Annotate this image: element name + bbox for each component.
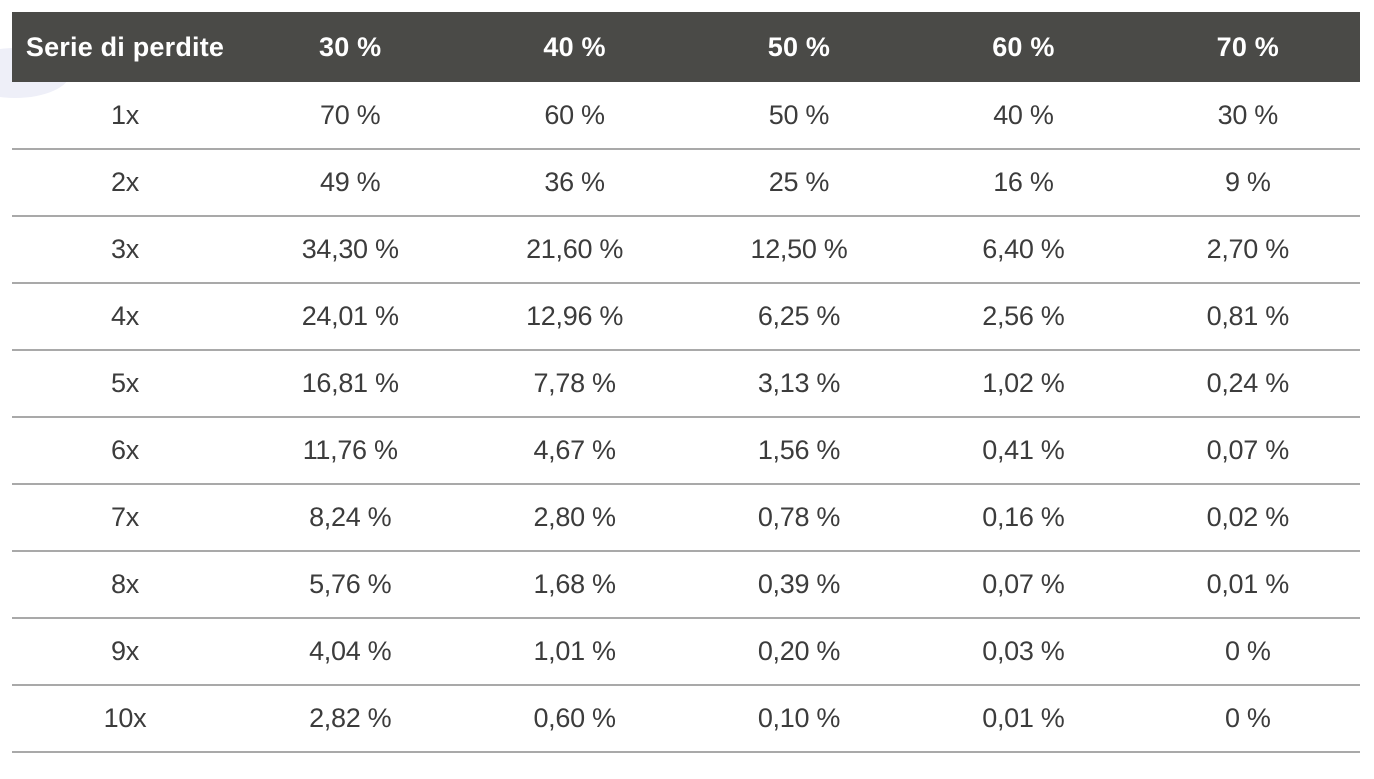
table-row: 3x 34,30 % 21,60 % 12,50 % 6,40 % 2,70 %	[12, 216, 1360, 284]
header-cell-60: 60 %	[992, 31, 1055, 62]
table-row: 5x 16,81 % 7,78 % 3,13 % 1,02 % 0,24 %	[12, 350, 1360, 418]
table-cell-60: 0,01 %	[911, 685, 1136, 753]
loss-series-table: Serie di perdite 30 % 40 % 50 % 60 % 70 …	[12, 12, 1360, 753]
table-cell-40: 21,60 %	[462, 216, 687, 284]
table-cell-60: 0,03 %	[911, 618, 1136, 686]
table-body: 1x 70 % 60 % 50 % 40 % 30 % 2x 49 % 36 % 25 % 16 %…	[12, 82, 1360, 753]
table-cell-50: 50 %	[686, 82, 912, 150]
table-cell-30: 70 %	[238, 82, 463, 150]
table-cell-40: 7,78 %	[462, 350, 687, 418]
table-cell-40: 36 %	[462, 149, 687, 217]
table-cell-60: 1,02 %	[911, 350, 1136, 418]
table-cell-70: 0 %	[1135, 685, 1360, 753]
table-cell-series: 9x	[12, 618, 238, 686]
table-cell-70: 9 %	[1135, 149, 1360, 217]
table-row: 8x 5,76 % 1,68 % 0,39 % 0,07 % 0,01 %	[12, 551, 1360, 619]
table-cell-70: 0,01 %	[1135, 551, 1360, 619]
table-cell-40: 2,80 %	[462, 484, 687, 552]
table-cell-50: 0,20 %	[686, 618, 912, 686]
table-cell-series: 8x	[12, 551, 238, 619]
table-cell-30: 24,01 %	[238, 283, 463, 351]
table-cell-60: 40 %	[911, 82, 1136, 150]
table-cell-40: 60 %	[462, 82, 687, 150]
table-header: Serie di perdite 30 % 40 % 50 % 60 % 70 …	[12, 12, 1360, 82]
table-cell-50: 25 %	[686, 149, 912, 217]
table-cell-60: 0,41 %	[911, 417, 1136, 485]
table-cell-series: 10x	[12, 685, 238, 753]
table-cell-40: 0,60 %	[462, 685, 687, 753]
table-cell-series: 2x	[12, 149, 238, 217]
table-cell-50: 0,10 %	[686, 685, 912, 753]
table-cell-30: 8,24 %	[238, 484, 463, 552]
table-row: 6x 11,76 % 4,67 % 1,56 % 0,41 % 0,07 %	[12, 417, 1360, 485]
table-cell-30: 34,30 %	[238, 216, 463, 284]
table-row: 1x 70 % 60 % 50 % 40 % 30 %	[12, 82, 1360, 150]
table-cell-40: 12,96 %	[462, 283, 687, 351]
table-cell-series: 6x	[12, 417, 238, 485]
table-cell-70: 2,70 %	[1135, 216, 1360, 284]
table-cell-30: 16,81 %	[238, 350, 463, 418]
header-cell-40: 40 %	[543, 31, 606, 62]
table-cell-50: 0,78 %	[686, 484, 912, 552]
header-cell-50: 50 %	[767, 31, 831, 62]
table-cell-60: 0,16 %	[911, 484, 1136, 552]
table-cell-50: 0,39 %	[686, 551, 912, 619]
table-cell-50: 1,56 %	[686, 417, 912, 485]
table-cell-70: 0,02 %	[1135, 484, 1360, 552]
table-cell-70: 0,24 %	[1135, 350, 1360, 418]
table-cell-40: 4,67 %	[462, 417, 687, 485]
table-row: 10x 2,82 % 0,60 % 0,10 % 0,01 % 0 %	[12, 685, 1360, 753]
table-cell-series: 4x	[12, 283, 238, 351]
table-cell-series: 3x	[12, 216, 238, 284]
table-cell-70: 30 %	[1135, 82, 1360, 150]
header-cell-70: 70 %	[1216, 31, 1279, 62]
table-cell-30: 5,76 %	[238, 551, 463, 619]
table-cell-60: 2,56 %	[911, 283, 1136, 351]
table-cell-70: 0,81 %	[1135, 283, 1360, 351]
table-cell-series: 7x	[12, 484, 238, 552]
table-cell-60: 0,07 %	[911, 551, 1136, 619]
table-cell-40: 1,01 %	[462, 618, 687, 686]
table-cell-50: 12,50 %	[686, 216, 912, 284]
table-cell-40: 1,68 %	[462, 551, 687, 619]
header-cell-series: Serie di perdite	[25, 31, 225, 62]
table-row: 9x 4,04 % 1,01 % 0,20 % 0,03 % 0 %	[12, 618, 1360, 686]
table-cell-60: 6,40 %	[911, 216, 1136, 284]
table-cell-30: 4,04 %	[238, 618, 463, 686]
table-row: 7x 8,24 % 2,80 % 0,78 % 0,16 % 0,02 %	[12, 484, 1360, 552]
table-cell-70: 0,07 %	[1135, 417, 1360, 485]
table-cell-70: 0 %	[1135, 618, 1360, 686]
table-cell-30: 2,82 %	[238, 685, 463, 753]
table-cell-60: 16 %	[911, 149, 1136, 217]
table-cell-50: 6,25 %	[686, 283, 912, 351]
header-cell-30: 30 %	[319, 31, 382, 62]
table-cell-50: 3,13 %	[686, 350, 912, 418]
table-container: Serie di perdite 30 % 40 % 50 % 60 % 70 …	[12, 12, 1360, 753]
header-row: Serie di perdite 30 % 40 % 50 % 60 % 70 …	[12, 12, 1360, 82]
table-cell-series: 5x	[12, 350, 238, 418]
table-cell-30: 49 %	[238, 149, 463, 217]
table-row: 2x 49 % 36 % 25 % 16 % 9 %	[12, 149, 1360, 217]
table-cell-series: 1x	[12, 82, 238, 150]
table-cell-30: 11,76 %	[238, 417, 463, 485]
table-row: 4x 24,01 % 12,96 % 6,25 % 2,56 % 0,81 %	[12, 283, 1360, 351]
